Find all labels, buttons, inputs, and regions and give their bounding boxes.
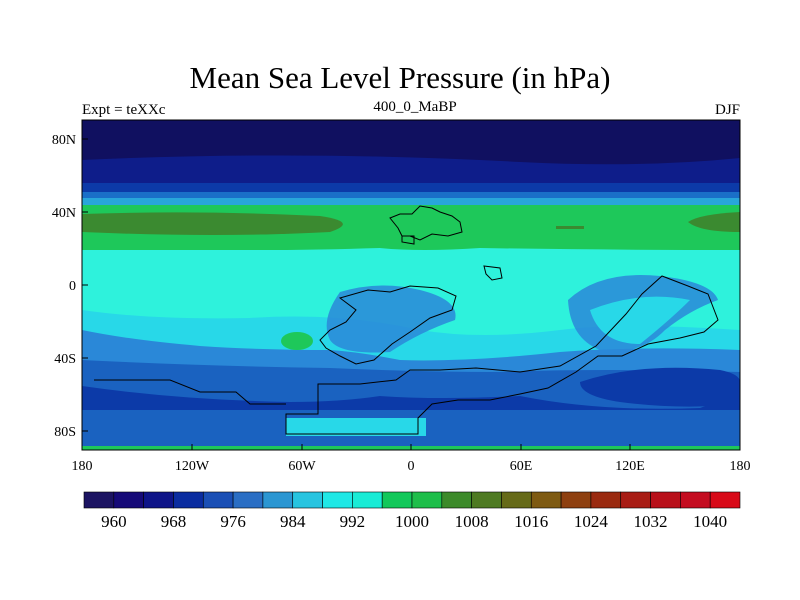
colorbar-swatch	[322, 491, 353, 509]
period-label: 400_0_MaBP	[373, 99, 457, 115]
colorbar-label: 968	[161, 512, 187, 531]
colorbar-swatch	[381, 491, 413, 509]
colorbar-swatch	[650, 491, 681, 509]
southern-depression	[580, 367, 740, 407]
pressure-field	[82, 120, 740, 450]
arc-pacific-inner	[590, 296, 690, 344]
lon-tick-label: 180	[72, 459, 93, 474]
colorbar-swatch	[202, 491, 234, 509]
colorbar-swatch	[411, 491, 443, 509]
lat-tick-label: 80S	[54, 425, 76, 440]
lon-tick-label: 0	[408, 459, 415, 474]
colorbar-swatch	[232, 491, 264, 509]
colorbar-swatch	[501, 491, 532, 509]
lon-tick-label: 120W	[175, 459, 210, 474]
coastline-north-block	[401, 235, 415, 245]
colorbar-label: 1000	[395, 512, 429, 531]
lon-tick-label: 120E	[615, 459, 645, 474]
experiment-label: Expt = teXXc	[82, 102, 166, 118]
colorbar-swatch	[292, 491, 323, 509]
colorbar-swatch	[352, 491, 383, 509]
colorbar-swatch	[560, 491, 592, 509]
map-title: Mean Sea Level Pressure (in hPa)	[189, 60, 611, 95]
colorbar-swatch	[173, 491, 204, 509]
colorbar-label: 1024	[574, 512, 609, 531]
colorbar-swatch	[143, 491, 174, 509]
green-blob	[281, 332, 313, 350]
lat-tick-label: 40S	[54, 352, 76, 367]
colorbar-swatch	[441, 491, 472, 509]
coastlines	[94, 205, 719, 435]
lat-tick-label: 0	[69, 279, 76, 294]
colorbar-swatch	[709, 491, 741, 509]
colorbar-label: 992	[340, 512, 366, 531]
lon-tick-label: 180	[730, 459, 751, 474]
colorbar-swatch	[113, 491, 144, 509]
colorbar-swatch	[530, 491, 562, 509]
colorbar-swatch	[262, 491, 294, 509]
lat-axis: 80N 40N 0 40S 80S	[52, 133, 88, 440]
lat-tick-label: 80N	[52, 133, 76, 148]
olive-patch-small	[556, 226, 584, 229]
colorbar-swatch	[83, 491, 115, 509]
colorbar-label: 960	[101, 512, 127, 531]
colorbar: 960 968 976 984 992 1000 1008 1016 1024 1032 1040	[83, 491, 741, 531]
colorbar-label: 1016	[514, 512, 548, 531]
colorbar-swatch	[471, 491, 502, 509]
antarctic-shelf	[286, 418, 426, 436]
band-dark-blue	[82, 155, 740, 190]
colorbar-label: 1040	[693, 512, 727, 531]
coastline-antarctica	[285, 275, 719, 435]
band-mid-blue	[82, 192, 740, 199]
band-light-blue	[82, 198, 740, 206]
olive-patch-west	[82, 212, 343, 235]
coastline-west-coast	[94, 379, 286, 405]
olive-patch-east	[688, 212, 740, 232]
lon-tick-label: 60W	[288, 459, 316, 474]
colorbar-label: 1032	[634, 512, 668, 531]
lon-axis: 180 120W 60W 0 60E 120E 180	[72, 444, 751, 474]
colorbar-swatch	[590, 491, 622, 509]
colorbar-swatch	[680, 491, 711, 509]
coastline-south-america	[319, 285, 457, 365]
band-blue	[82, 183, 740, 193]
colorbar-swatch	[620, 491, 651, 509]
colorbar-label: 984	[280, 512, 306, 531]
arc-south-america	[326, 285, 456, 353]
lat-tick-label: 40N	[52, 206, 76, 221]
colorbar-label: 1008	[455, 512, 489, 531]
season-label: DJF	[714, 102, 740, 118]
coastline-island-north	[483, 265, 503, 281]
lon-tick-label: 60E	[510, 459, 533, 474]
colorbar-label: 976	[220, 512, 246, 531]
